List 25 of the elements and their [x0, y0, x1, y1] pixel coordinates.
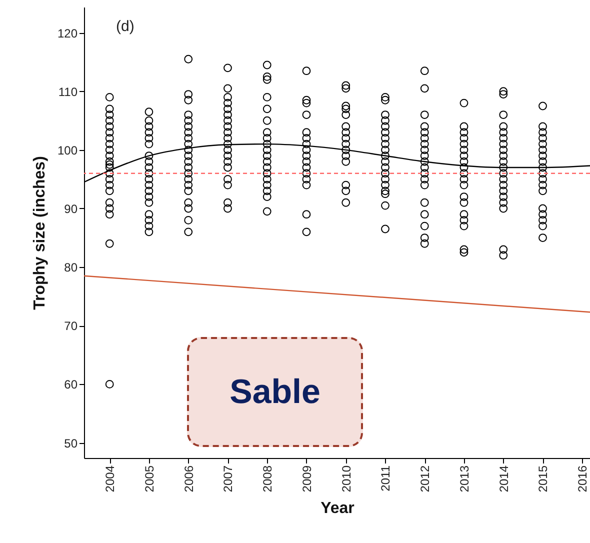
- x-tick-label: 2007: [221, 465, 236, 492]
- rounded-label-box: Sable: [187, 337, 363, 447]
- annotation: (d): [116, 18, 134, 35]
- x-tick-label: 2011: [378, 465, 393, 492]
- x-tick-label: 2009: [300, 465, 314, 492]
- y-tick-label: 80: [64, 260, 78, 275]
- y-tick-label: 60: [64, 378, 78, 392]
- x-tick-label: 2010: [339, 465, 354, 492]
- x-tick-label: 2012: [418, 465, 432, 492]
- y-tick-label: 90: [64, 202, 78, 216]
- x-axis-title: Year: [320, 500, 354, 518]
- x-tick-label: 2006: [182, 465, 196, 492]
- x-tick-label: 2016: [576, 465, 590, 492]
- y-tick-label: 70: [64, 319, 78, 334]
- y-tick-label: 120: [57, 26, 78, 40]
- y-tick-label: 110: [58, 84, 78, 99]
- y-axis-title: Trophy size (inches): [31, 156, 48, 310]
- x-tick-label: 2015: [536, 465, 550, 492]
- x-tick-label: 2008: [260, 465, 275, 492]
- x-tick-label: 2004: [103, 465, 118, 492]
- y-tick-label: 50: [64, 436, 78, 450]
- y-tick-label: 100: [57, 143, 78, 158]
- x-tick-label: 2013: [457, 465, 472, 492]
- x-tick-label: 2014: [496, 465, 511, 492]
- x-tick-label: 2005: [142, 465, 156, 492]
